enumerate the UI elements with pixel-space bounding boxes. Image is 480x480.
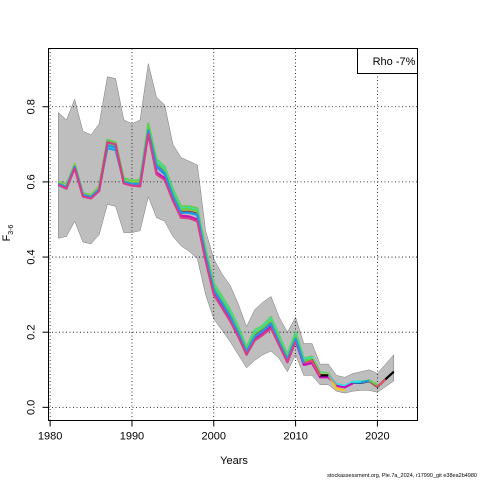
confidence-band	[58, 63, 395, 394]
x-tick-label: 1990	[120, 431, 144, 443]
y-tick-label: 0.4	[26, 249, 38, 264]
grid-layer	[48, 48, 418, 421]
axis-layer: 1980 1990 2000 2010 2020 0.0 0.2 0.4 0.6 0.8	[26, 99, 390, 442]
y-tick-label: 0.6	[26, 174, 38, 189]
x-tick-label: 2000	[202, 431, 226, 443]
x-tick-label: 2020	[365, 431, 389, 443]
series-layer	[57, 122, 395, 392]
x-tick-label: 2010	[283, 431, 307, 443]
y-axis-title-main: F	[1, 234, 13, 241]
y-tick-label: 0.2	[26, 325, 38, 340]
plot-frame	[48, 48, 418, 421]
x-tick-label: 1980	[38, 431, 62, 443]
legend-frame	[357, 48, 418, 74]
confidence-band-layer	[58, 63, 395, 394]
y-tick-label: 0.0	[26, 400, 38, 415]
y-axis-title-subscript: 3-6	[8, 224, 15, 234]
x-axis-title: Years	[220, 455, 248, 467]
series-line-13	[57, 132, 297, 364]
legend-box: Rho -7%	[357, 48, 418, 74]
y-axis-title: F3-6	[1, 224, 15, 241]
legend-label: Rho -7%	[373, 56, 416, 68]
footer-text: stockassessment.org, Ple.7a_2024, r17990…	[327, 473, 477, 479]
y-tick-label: 0.8	[26, 99, 38, 114]
